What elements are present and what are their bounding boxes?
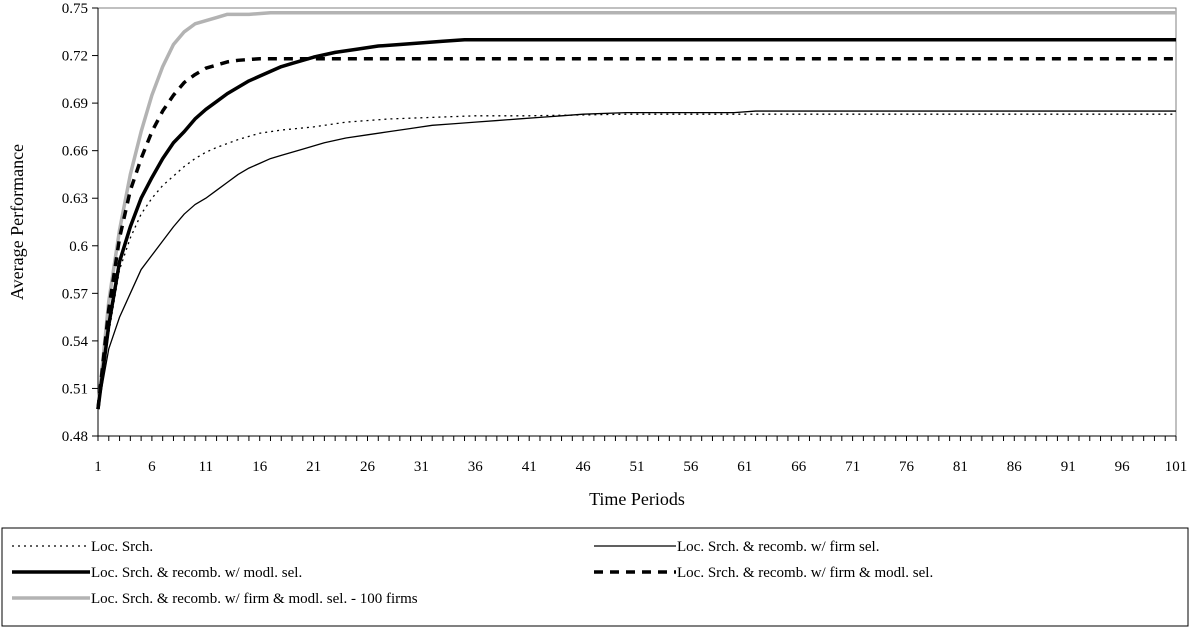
y-tick-label: 0.48: [62, 429, 88, 445]
x-tick-label: 21: [306, 459, 321, 475]
series-line-loc-srch-recomb-w-firm-modl-sel-100-firms: [96, 11, 1176, 410]
x-tick-label: 11: [199, 459, 213, 475]
y-axis-title: Average Performance: [7, 144, 27, 300]
y-tick-label: 0.57: [62, 286, 89, 302]
x-tick-label: 46: [576, 459, 592, 475]
x-tick-label: 41: [522, 459, 537, 475]
y-tick-label: 0.54: [62, 334, 89, 350]
y-tick-label: 0.51: [62, 381, 88, 397]
x-tick-label: 51: [630, 459, 645, 475]
series-line-loc-srch: [97, 113, 1176, 410]
x-tick-label: 96: [1115, 459, 1131, 475]
x-tick-label: 36: [468, 459, 484, 475]
series-line-loc-srch-recomb-w-firm-sel: [97, 110, 1176, 410]
x-tick-label: 71: [845, 459, 860, 475]
series-line-loc-srch-recomb-w-modl-sel: [96, 37, 1176, 410]
y-tick-label: 0.72: [62, 49, 88, 65]
plot-area: [97, 7, 1177, 437]
x-tick-label: 26: [360, 459, 376, 475]
y-tick-label: 0.69: [62, 96, 88, 112]
x-axis-title: Time Periods: [589, 489, 685, 509]
series-line-loc-srch-recomb-w-firm-modl-sel: [96, 56, 1176, 410]
legend-label: Loc. Srch. & recomb. w/ firm & modl. sel…: [91, 591, 418, 607]
x-tick-label: 61: [737, 459, 752, 475]
legend-label: Loc. Srch. & recomb. w/ firm & modl. sel…: [677, 565, 933, 581]
y-tick-label: 0.6: [69, 239, 88, 255]
x-tick-label: 1: [94, 459, 102, 475]
y-ticks: 0.48 0.51 0.54 0.57 0.6 0.63 0.66 0.69 0.72 0.75: [62, 1, 98, 445]
x-tick-label: 56: [683, 459, 699, 475]
legend-label: Loc. Srch. & recomb. w/ modl. sel.: [91, 565, 302, 581]
legend-label: Loc. Srch. & recomb. w/ firm sel.: [677, 539, 879, 555]
x-tick-label: 6: [148, 459, 156, 475]
x-tick-label: 101: [1165, 459, 1188, 475]
y-tick-label: 0.66: [62, 144, 89, 160]
legend: Loc. Srch. Loc. Srch. & recomb. w/ firm s…: [12, 539, 933, 607]
legend-box: [1, 527, 1189, 627]
x-tick-label: 76: [899, 459, 915, 475]
x-tick-label: 91: [1061, 459, 1076, 475]
x-ticks: 1 6 11 16 21 26 31 36 41 46 51 56 61 66 71 76 81 86 91 96 10…: [94, 436, 1187, 475]
legend-label: Loc. Srch.: [91, 539, 153, 555]
y-tick-label: 0.75: [62, 1, 88, 17]
x-tick-label: 31: [414, 459, 429, 475]
x-tick-label: 66: [791, 459, 807, 475]
x-tick-label: 81: [953, 459, 968, 475]
series-layer: [96, 11, 1176, 410]
x-tick-label: 86: [1007, 459, 1023, 475]
y-tick-label: 0.63: [62, 191, 88, 207]
x-tick-label: 16: [252, 459, 268, 475]
